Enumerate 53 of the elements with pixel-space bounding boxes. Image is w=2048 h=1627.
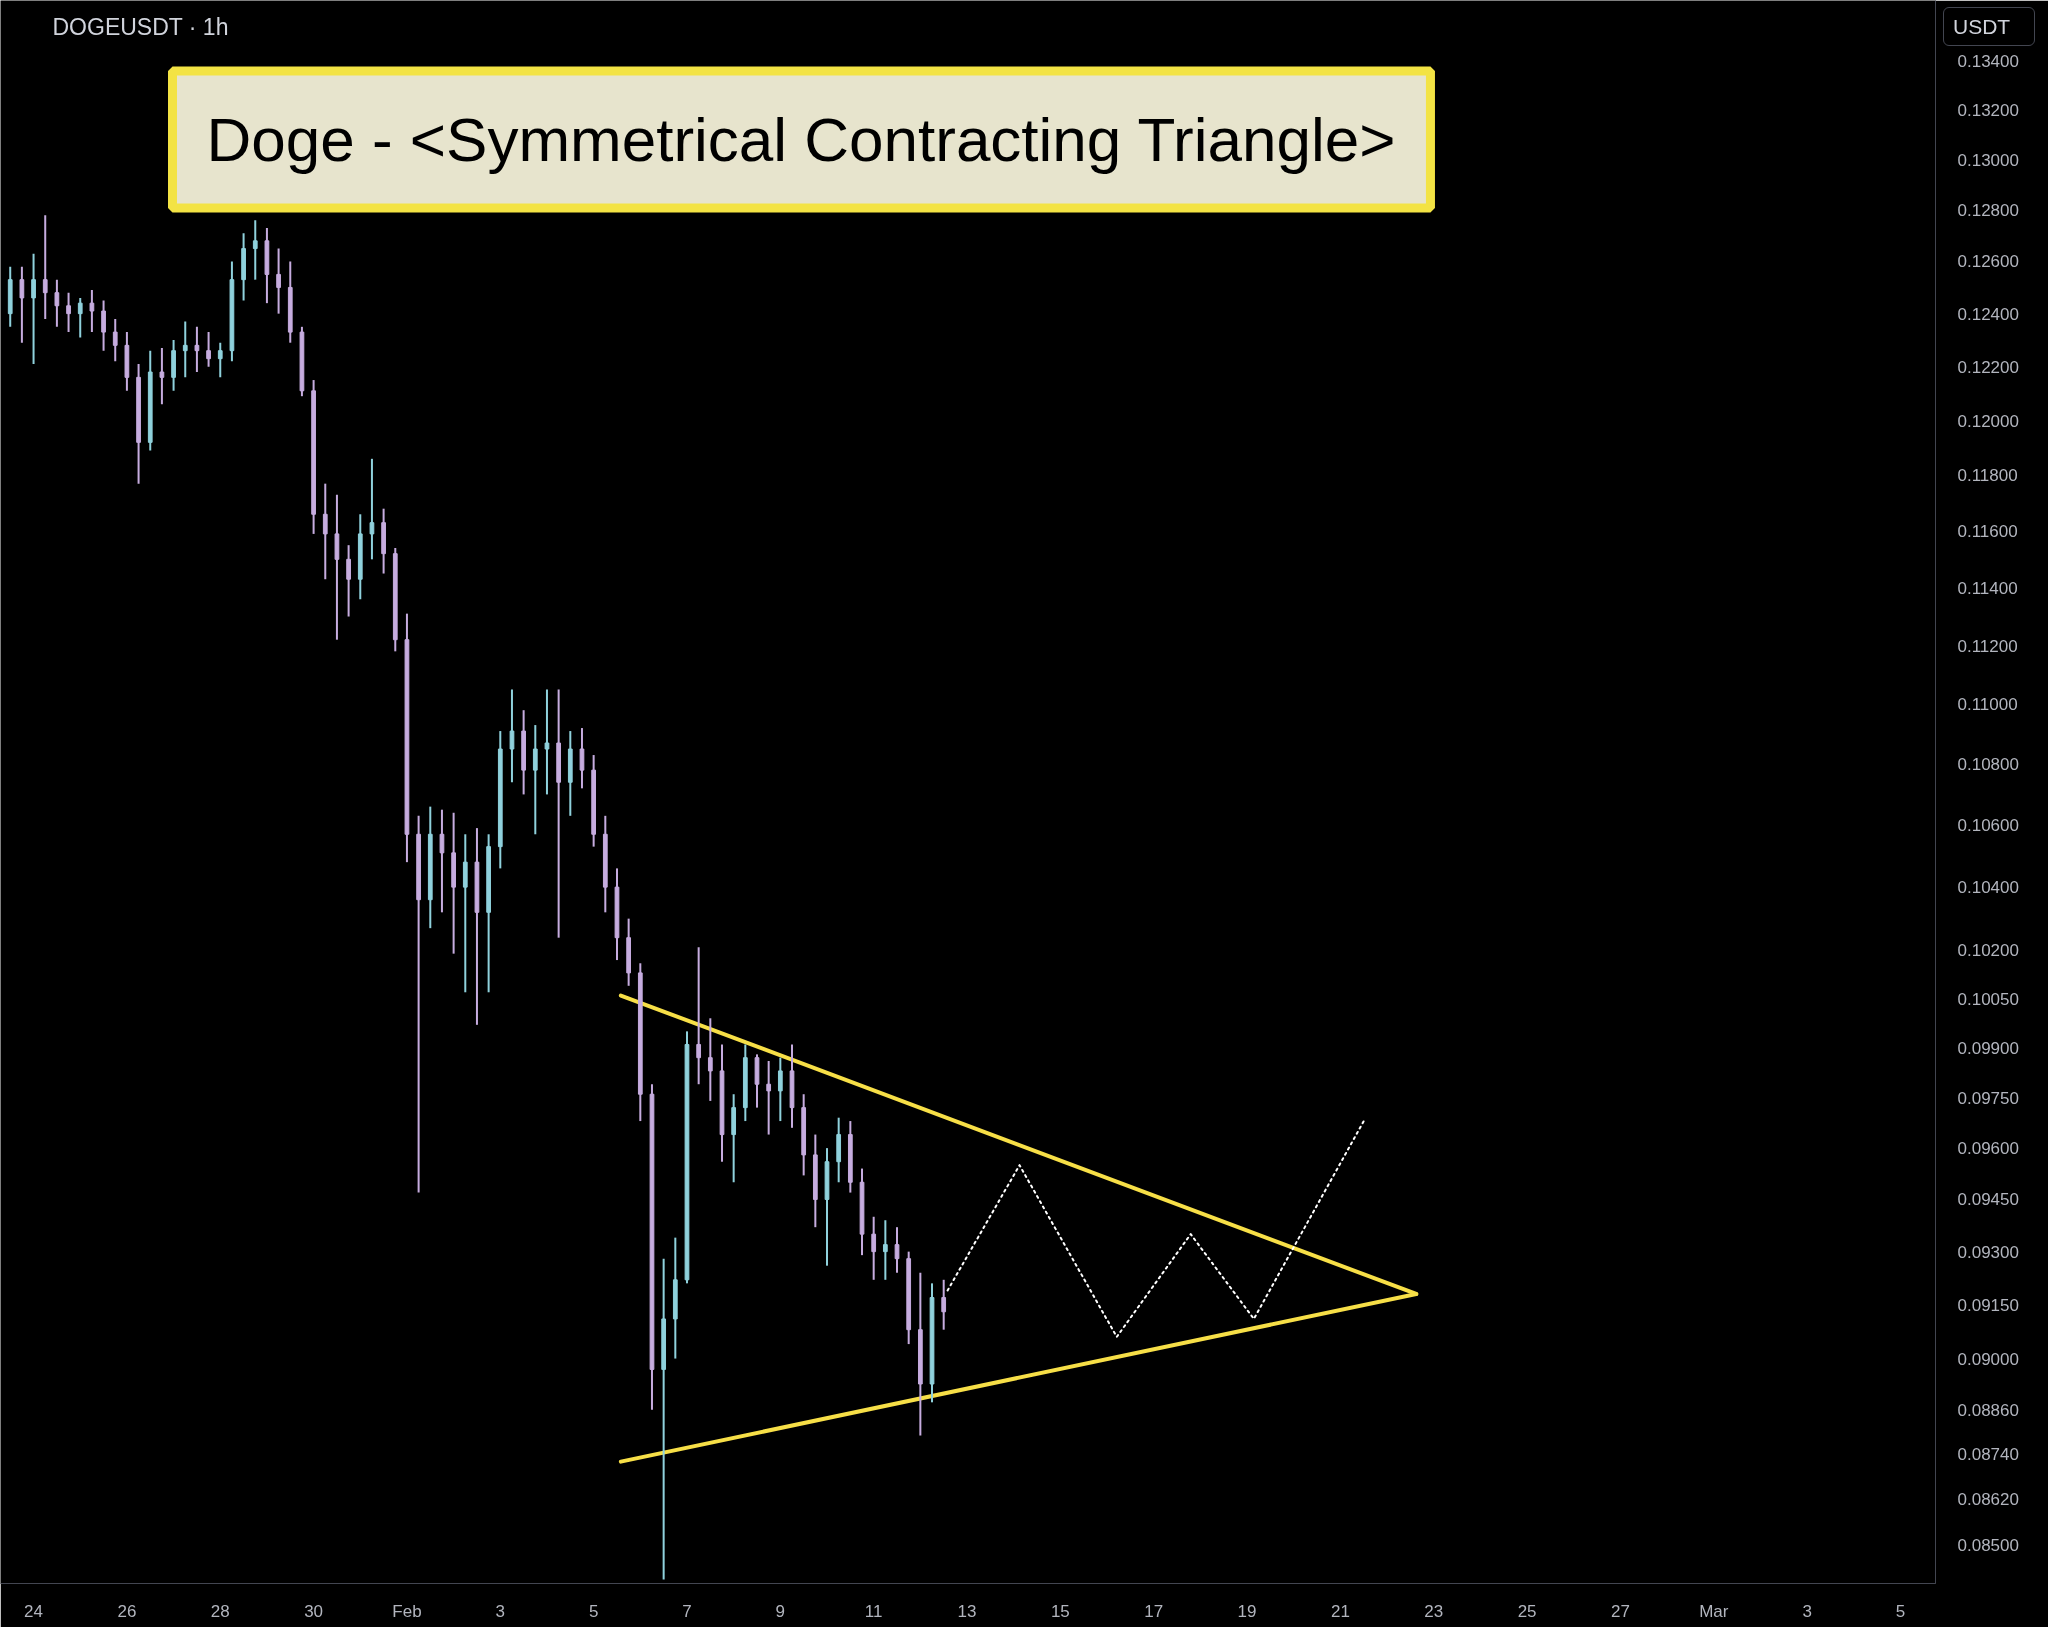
x-tick-label: 5 [588,1601,599,1621]
x-tick-label: 23 [1424,1601,1444,1621]
y-tick-label: 0.11600 [1957,522,2018,542]
x-tick-label: 17 [1144,1601,1164,1621]
y-tick-label: 0.12800 [1957,201,2019,221]
y-tick-label: 0.13200 [1957,100,2019,120]
y-tick-label: 0.11800 [1957,466,2018,486]
y-tick-label: 0.11000 [1957,695,2018,715]
x-tick-label: 15 [1050,1601,1070,1621]
y-tick-label: 0.08500 [1957,1535,2019,1555]
y-tick-label: 0.09900 [1957,1038,2019,1058]
y-tick-label: 0.09750 [1957,1088,2019,1108]
y-tick-label: 0.12000 [1957,411,2019,431]
y-tick-label: 0.11400 [1957,578,2018,598]
x-tick-label: 13 [957,1601,977,1621]
y-tick-label: 0.08740 [1957,1445,2019,1465]
y-tick-label: 0.12400 [1957,304,2019,324]
y-tick-label: 0.10050 [1957,989,2019,1009]
y-tick-label: 0.10200 [1957,941,2019,961]
x-tick-label: 9 [775,1601,786,1621]
y-tick-label: 0.09150 [1957,1295,2019,1315]
y-tick-label: 0.09450 [1957,1190,2019,1210]
x-tick-label: 7 [682,1601,692,1621]
y-tick-label: 0.12600 [1957,252,2019,272]
y-tick-label: 0.13400 [1957,51,2019,71]
x-tick-label: 3 [1802,1601,1812,1621]
y-tick-label: 0.11200 [1957,636,2018,656]
y-tick-label: 0.10800 [1957,755,2019,775]
x-tick-label: 3 [495,1601,506,1621]
y-tick-label: 0.09600 [1957,1139,2019,1159]
y-tick-label: 0.12200 [1957,357,2019,377]
x-tick-label: 26 [117,1601,137,1621]
text: Doge - <Symmetrical Contracting Triangle> [206,105,1396,174]
x-tick-label: 11 [864,1601,883,1621]
y-tick-label: 0.08860 [1957,1400,2019,1420]
text: DOGEUSDT · 1h [52,13,229,40]
x-tick-label: 25 [1517,1601,1537,1621]
x-tick-label: 30 [304,1601,324,1621]
x-tick-label: 24 [24,1601,44,1621]
x-tick-label: 21 [1330,1601,1350,1621]
x-tick-label: Mar [1699,1601,1729,1621]
y-tick-label: 0.08620 [1957,1490,2019,1510]
x-tick-label: 27 [1611,1601,1630,1621]
x-tick-label: 19 [1237,1601,1257,1621]
y-tick-label: 0.13000 [1957,150,2019,170]
y-axis-title: USDT [1943,7,2036,46]
y-tick-label: 0.09300 [1957,1242,2019,1262]
y-tick-label: 0.09000 [1957,1349,2019,1369]
y-tick-label: 0.10600 [1957,816,2019,836]
x-tick-label: 28 [210,1601,230,1621]
x-tick-label: 5 [1895,1601,1906,1621]
y-tick-label: 0.10400 [1957,878,2019,898]
x-tick-label: Feb [392,1601,422,1621]
